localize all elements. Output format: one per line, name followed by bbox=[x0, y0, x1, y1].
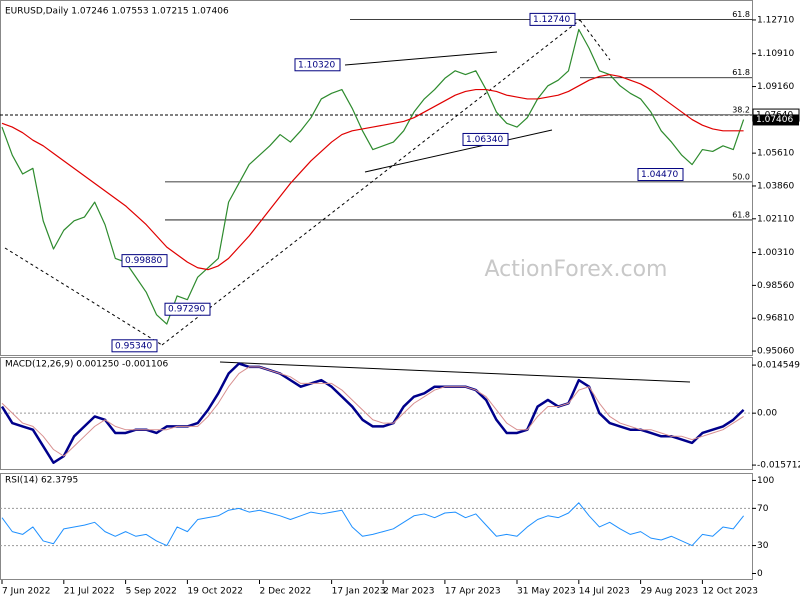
y-tick-label: 100 bbox=[757, 476, 774, 486]
price-annotation-label: 0.99880 bbox=[125, 256, 162, 266]
x-tick-label: 19 Oct 2022 bbox=[187, 587, 243, 597]
y-tick-label: 1.03860 bbox=[757, 181, 794, 191]
last-price-box bbox=[753, 114, 799, 126]
price-annotation bbox=[637, 168, 684, 182]
y-tick-label: 1.10910 bbox=[757, 49, 794, 59]
fib-label: 50.0 bbox=[732, 172, 750, 181]
y-tick-label: 70 bbox=[757, 504, 769, 514]
trendline bbox=[219, 361, 691, 383]
trendline bbox=[161, 19, 581, 346]
x-tick-label: 17 Jan 2023 bbox=[332, 587, 386, 597]
x-tick-label: 12 Oct 2023 bbox=[702, 587, 758, 597]
fib-label: 61.8 bbox=[732, 210, 750, 219]
y-tick-label: 30 bbox=[757, 541, 769, 551]
series-line bbox=[1, 366, 744, 457]
x-tick-label: 21 Jul 2022 bbox=[64, 587, 115, 597]
panel-title: MACD(12,26,9) 0.001250 -0.001106 bbox=[5, 360, 168, 370]
x-tick-label: 5 Sep 2022 bbox=[126, 587, 177, 597]
trendline bbox=[364, 129, 553, 173]
trendline bbox=[344, 51, 498, 66]
y-tick-label: 1.12710 bbox=[757, 15, 794, 25]
price-annotation-label: 0.95340 bbox=[115, 341, 152, 351]
y-tick-label: 0.014549 bbox=[757, 361, 800, 371]
price-annotation bbox=[529, 12, 576, 26]
fib-label: 38.2 bbox=[732, 105, 750, 114]
trendline bbox=[4, 247, 163, 346]
last-price-label: 1.07406 bbox=[756, 115, 793, 125]
fib-label: 61.8 bbox=[732, 68, 750, 77]
y-tick-label: 0.98560 bbox=[757, 281, 794, 291]
y-tick-label: 1.00310 bbox=[757, 248, 794, 258]
price-annotation-label: 0.97290 bbox=[168, 305, 205, 315]
price-annotation bbox=[294, 58, 341, 72]
price-panel bbox=[0, 0, 753, 356]
x-tick-label: 29 Aug 2023 bbox=[641, 587, 699, 597]
series-line bbox=[1, 502, 744, 547]
price-annotation-label: 1.04470 bbox=[641, 170, 678, 180]
y-tick-label: 1.09160 bbox=[757, 82, 794, 92]
price-annotation-label: 1.12740 bbox=[533, 15, 570, 25]
rsi-panel bbox=[0, 473, 753, 580]
y-tick-label: -0.015712 bbox=[757, 461, 800, 471]
panel-title: RSI(14) 62.3795 bbox=[5, 476, 78, 486]
price-annotation-label: 1.06340 bbox=[466, 135, 503, 145]
series-line bbox=[0, 362, 745, 464]
price-annotation bbox=[111, 339, 158, 353]
x-tick-label: 31 May 2023 bbox=[517, 587, 576, 597]
trendlines bbox=[4, 19, 691, 383]
price-annotation bbox=[164, 302, 211, 316]
watermark: ActionForex.com bbox=[485, 257, 668, 282]
trendline bbox=[579, 19, 611, 61]
y-tick-label: 1.02110 bbox=[757, 214, 794, 224]
x-tick-label: 2 Dec 2022 bbox=[260, 587, 312, 597]
x-tick-label: 7 Jun 2022 bbox=[2, 587, 50, 597]
price-annotation bbox=[121, 254, 168, 268]
y-tick-label: 0.95060 bbox=[757, 347, 794, 357]
x-tick-label: 17 Apr 2023 bbox=[445, 587, 501, 597]
x-tick-label: 2 Mar 2023 bbox=[383, 587, 434, 597]
price-annotation-label: 1.10320 bbox=[298, 60, 335, 70]
y-tick-label: 1.05610 bbox=[757, 149, 794, 159]
y-tick-label: 0.00 bbox=[757, 409, 777, 419]
y-tick-label: 0.96810 bbox=[757, 314, 794, 324]
price-annotation bbox=[462, 132, 509, 146]
x-tick-label: 14 Jul 2023 bbox=[579, 587, 630, 597]
panel-title: EURUSD,Daily 1.07246 1.07553 1.07215 1.0… bbox=[5, 7, 229, 17]
fib-label: 61.8 bbox=[732, 10, 750, 19]
series-line bbox=[1, 73, 744, 271]
y-tick-label: 0 bbox=[757, 569, 763, 579]
